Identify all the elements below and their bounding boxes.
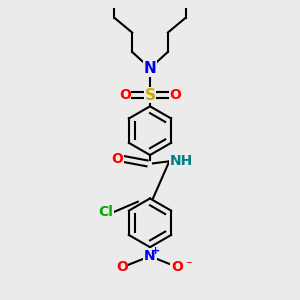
Text: O: O [111, 152, 123, 166]
Text: Cl: Cl [98, 206, 113, 219]
Text: ⁻: ⁻ [185, 260, 191, 272]
Text: NH: NH [169, 154, 193, 168]
Text: +: + [151, 246, 160, 256]
Text: N: N [144, 248, 156, 262]
Text: N: N [144, 61, 156, 76]
Text: O: O [169, 88, 181, 102]
Text: O: O [119, 88, 131, 102]
Text: O: O [171, 260, 183, 274]
Text: O: O [116, 260, 128, 274]
Text: S: S [145, 88, 155, 103]
